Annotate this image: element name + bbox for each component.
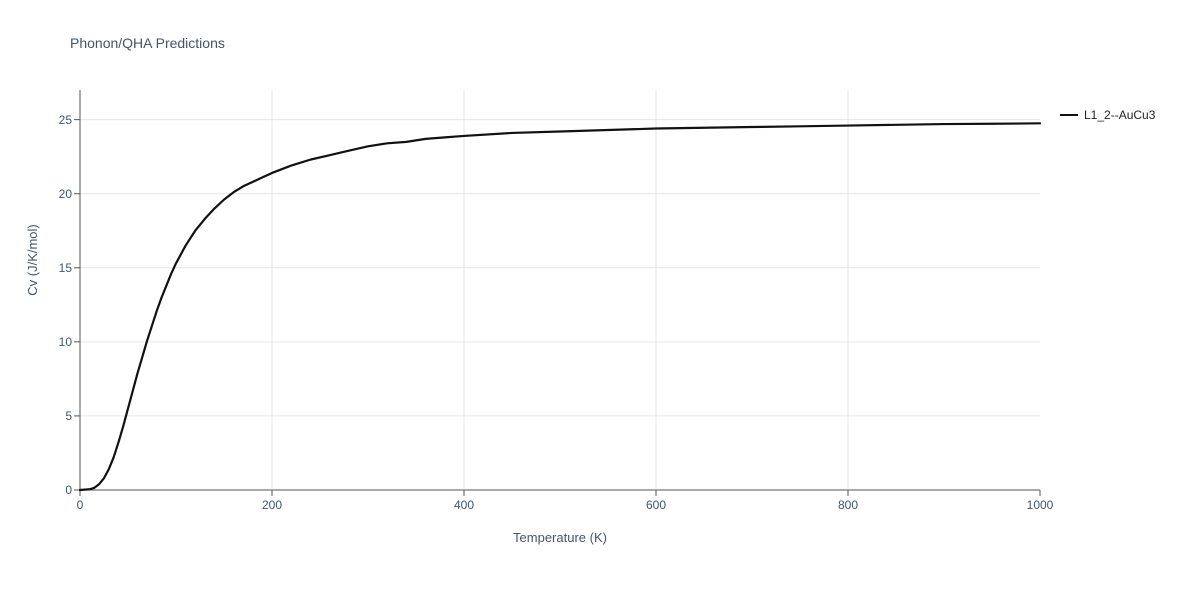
chart-svg xyxy=(0,0,1200,600)
x-tick-label: 600 xyxy=(646,498,666,512)
legend-swatch xyxy=(1060,114,1078,116)
y-tick-label: 0 xyxy=(42,483,72,497)
y-tick-label: 20 xyxy=(42,187,72,201)
x-tick-label: 800 xyxy=(838,498,858,512)
x-tick-label: 200 xyxy=(262,498,282,512)
x-tick-label: 0 xyxy=(77,498,84,512)
series-line xyxy=(80,123,1040,490)
y-tick-label: 5 xyxy=(42,409,72,423)
y-tick-label: 25 xyxy=(42,113,72,127)
legend-item[interactable]: L1_2--AuCu3 xyxy=(1060,108,1155,122)
y-tick-label: 10 xyxy=(42,335,72,349)
y-tick-label: 15 xyxy=(42,261,72,275)
x-tick-label: 1000 xyxy=(1027,498,1054,512)
x-tick-label: 400 xyxy=(454,498,474,512)
legend-label: L1_2--AuCu3 xyxy=(1084,108,1155,122)
